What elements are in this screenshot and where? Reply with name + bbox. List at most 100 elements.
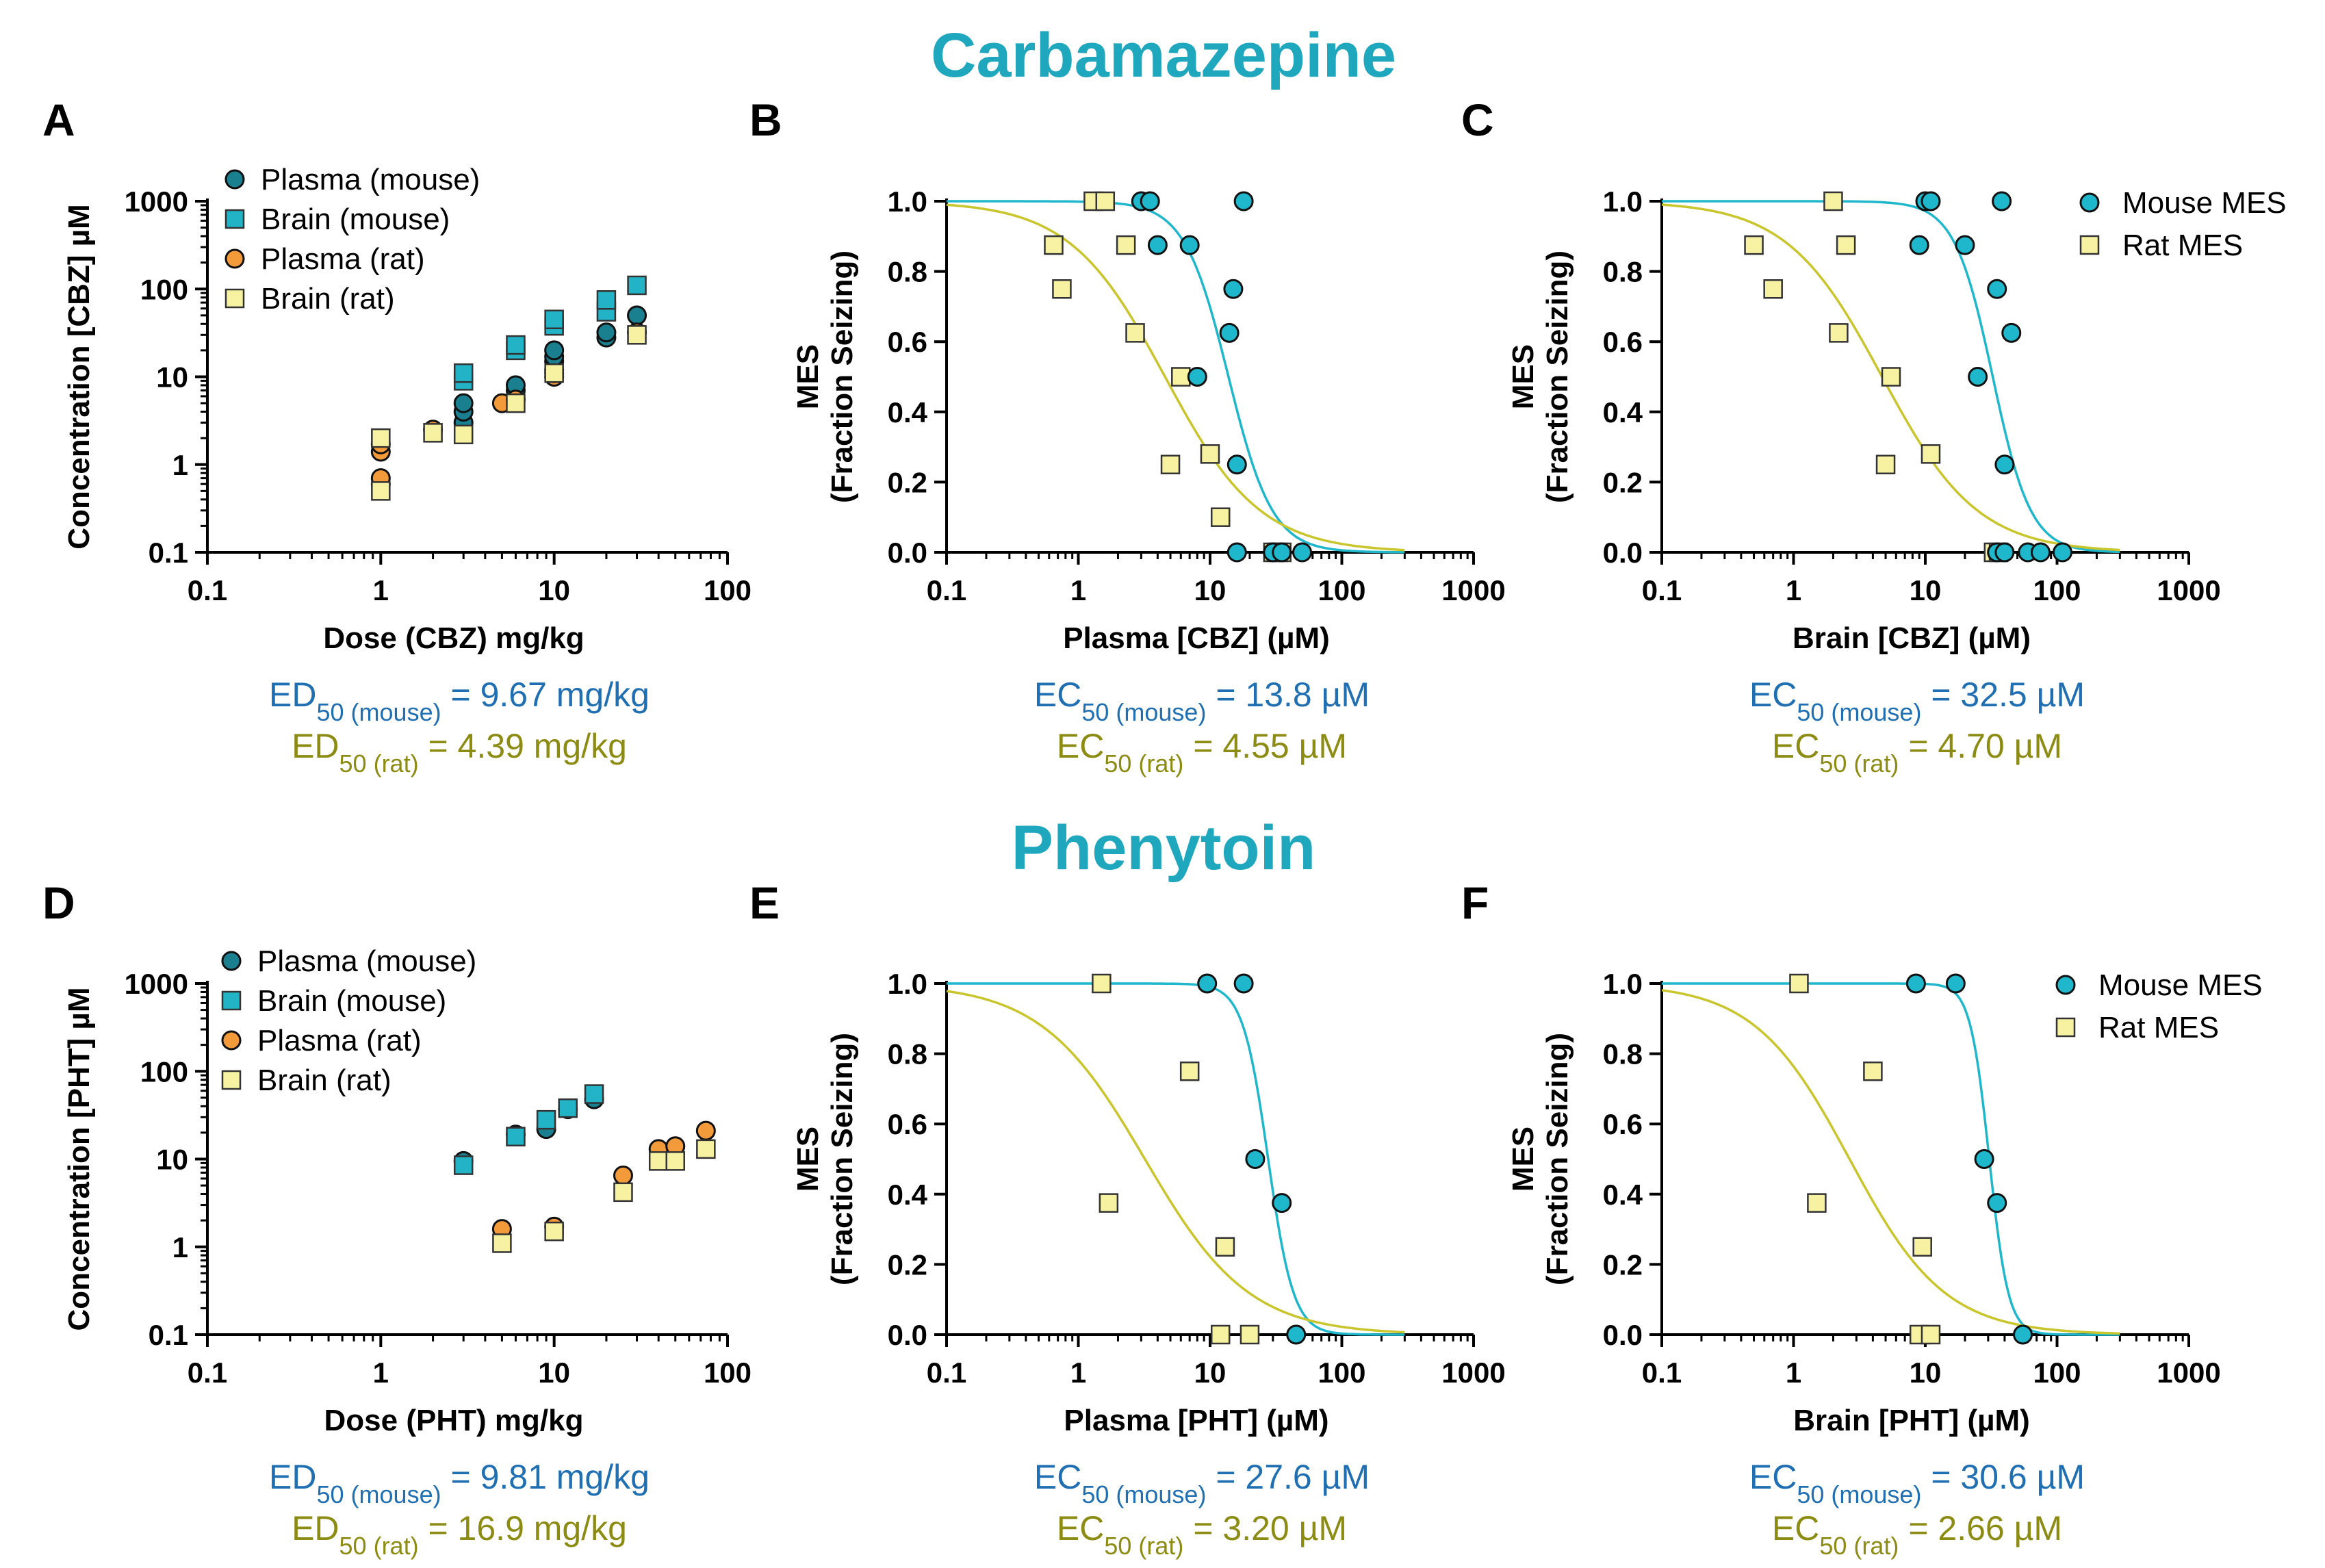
data-point-rat-mes	[1912, 1237, 1932, 1257]
x-tick-label: 1	[373, 1357, 389, 1389]
data-point-brain-mouse	[453, 363, 474, 383]
y-tick-label: 0.4	[888, 396, 928, 428]
data-point-rat-mes	[1052, 279, 1072, 299]
section-title-carbamazepine: Carbamazepine	[931, 21, 1396, 90]
y-tick-label: 1	[172, 449, 188, 481]
legend-marker-rat	[2079, 235, 2100, 255]
stat-symbol: EC	[1057, 1509, 1104, 1547]
y-tick-label: 1.0	[1603, 185, 1643, 218]
stat-mouse: EC50 (mouse) = 27.6 µM	[1034, 1458, 1370, 1508]
x-tick-label: 0.1	[188, 574, 227, 606]
data-point-mouse-mes	[1921, 191, 1941, 211]
x-tick-label: 100	[704, 574, 752, 606]
data-point-plasma-rat	[695, 1120, 716, 1141]
stat-value: = 13.8 µM	[1206, 676, 1370, 714]
data-point-rat-mes	[1921, 1324, 1941, 1345]
y-axis-label: Concentration [CBZ] µM	[62, 204, 96, 549]
data-point-rat-mes	[1921, 444, 1941, 464]
y-axis-label: MES	[1506, 1127, 1540, 1192]
panel-letter: C	[1461, 94, 1494, 145]
data-point-brain-rat	[453, 424, 474, 445]
stat-mouse: ED50 (mouse) = 9.81 mg/kg	[269, 1458, 650, 1508]
data-point-mouse-mes	[1987, 1193, 2007, 1213]
x-tick-label: 10	[538, 1357, 570, 1389]
data-point-mouse-mes	[1187, 367, 1207, 387]
data-point-mouse-mes	[1945, 973, 1966, 994]
legend-label-plasma-rat: Plasma (rat)	[257, 1024, 422, 1057]
stat-subscript: 50 (mouse)	[317, 698, 441, 726]
panel-letter: F	[1461, 877, 1489, 928]
y-tick-label: 0.8	[888, 1038, 927, 1070]
y-tick-label: 100	[140, 1055, 188, 1088]
y-tick-label: 0.0	[888, 537, 927, 569]
data-point-mouse-mes	[2052, 542, 2072, 563]
x-axis-label: Plasma [PHT] (µM)	[1064, 1404, 1328, 1437]
data-point-brain-rat	[665, 1151, 685, 1171]
data-point-mouse-mes	[1992, 191, 2012, 211]
stat-symbol: ED	[292, 727, 339, 765]
x-axis-label: Dose (PHT) mg/kg	[324, 1404, 584, 1437]
x-axis-label: Dose (CBZ) mg/kg	[323, 621, 584, 655]
stat-value: = 4.55 µM	[1183, 727, 1347, 765]
data-point-brain-mouse	[506, 1127, 526, 1147]
data-point-plasma-mouse	[627, 305, 647, 326]
data-point-mouse-mes	[1987, 279, 2007, 299]
stat-value: = 4.70 µM	[1899, 727, 2062, 765]
y-tick-label: 1000	[125, 968, 188, 1000]
data-point-brain-mouse	[536, 1109, 556, 1130]
panel-c: C 0.1 1 10 100 1000 0.0 0.2 0.4 0.6 0.8 1.0 Brain [C…	[1461, 94, 2287, 777]
stat-symbol: ED	[269, 1458, 316, 1496]
legend-label-rat: Rat MES	[2122, 229, 2243, 262]
stat-symbol: EC	[1772, 1509, 1819, 1547]
y-axis-label-sub: (Fraction Seizing)	[1541, 1033, 1574, 1285]
data-point-mouse-mes	[1233, 191, 1254, 211]
data-point-brain-mouse	[544, 309, 564, 329]
stat-symbol: EC	[1034, 676, 1081, 714]
panel-e: E 0.1 1 10 100 1000 0.0 0.2 0.4 0.6 0.8 1.0 Plasma […	[749, 877, 1506, 1560]
data-point-mouse-mes	[1179, 235, 1200, 255]
x-tick-label: 0.1	[927, 1357, 966, 1389]
x-tick-label: 1000	[1441, 1357, 1505, 1389]
stat-symbol: ED	[292, 1509, 339, 1547]
stat-symbol: EC	[1749, 1458, 1797, 1496]
legend-marker-brain-rat	[224, 288, 245, 309]
x-tick-label: 10	[1910, 1357, 1942, 1389]
stat-symbol: EC	[1034, 1458, 1081, 1496]
y-tick-label: 0.6	[1603, 326, 1643, 358]
x-tick-label: 1000	[2157, 574, 2220, 606]
data-point-rat-mes	[1044, 235, 1064, 255]
data-point-rat-mes	[1210, 1324, 1231, 1345]
data-point-rat-mes	[1095, 191, 1116, 211]
data-point-mouse-mes	[1286, 1324, 1307, 1345]
legend-label-plasma-rat: Plasma (rat)	[261, 242, 425, 276]
y-tick-label: 1.0	[1603, 968, 1643, 1000]
panel-letter: D	[42, 877, 75, 928]
legend-label-mouse: Mouse MES	[2122, 186, 2287, 220]
data-point-plasma-mouse	[544, 340, 565, 361]
fit-curve-mouse	[947, 200, 1405, 554]
data-point-mouse-mes	[1994, 454, 2015, 475]
y-tick-label: 0.4	[888, 1179, 928, 1211]
data-point-brain-rat	[696, 1139, 716, 1159]
data-point-rat-mes	[1863, 1062, 1883, 1081]
stat-rat: ED50 (rat) = 16.9 mg/kg	[292, 1509, 627, 1560]
panel-letter: A	[42, 94, 75, 145]
fit-curve-rat	[1661, 203, 2120, 552]
x-axis-label: Brain [PHT] (µM)	[1793, 1404, 2030, 1437]
y-axis-label: MES	[791, 1127, 825, 1192]
legend-label-plasma-mouse: Plasma (mouse)	[257, 944, 476, 978]
y-tick-label: 0.2	[888, 1248, 927, 1281]
stat-subscript: 50 (rat)	[1819, 1532, 1899, 1560]
stat-subscript: 50 (mouse)	[1081, 1480, 1206, 1508]
data-point-mouse-mes	[1994, 542, 2015, 563]
data-point-rat-mes	[1171, 367, 1191, 387]
x-tick-label: 1000	[2157, 1357, 2220, 1389]
data-point-mouse-mes	[1955, 235, 1975, 255]
data-point-brain-mouse	[596, 290, 617, 310]
x-tick-label: 1	[1786, 574, 1801, 606]
data-point-mouse-mes	[1233, 973, 1254, 994]
x-tick-label: 0.1	[927, 574, 966, 606]
stat-subscript: 50 (rat)	[339, 749, 419, 777]
stat-subscript: 50 (mouse)	[317, 1480, 441, 1508]
x-tick-label: 0.1	[1642, 1357, 1682, 1389]
